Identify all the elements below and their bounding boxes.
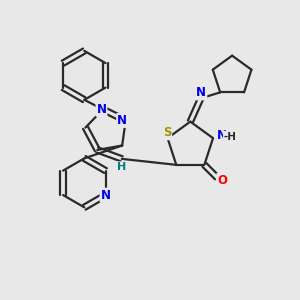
Text: -H: -H [224,132,237,142]
Text: N: N [97,103,106,116]
Text: H: H [117,162,126,172]
Text: S: S [163,126,171,139]
Text: O: O [217,174,227,187]
Text: N: N [216,129,226,142]
Text: N: N [100,189,110,202]
Text: N: N [117,114,127,127]
Text: N: N [196,86,206,100]
